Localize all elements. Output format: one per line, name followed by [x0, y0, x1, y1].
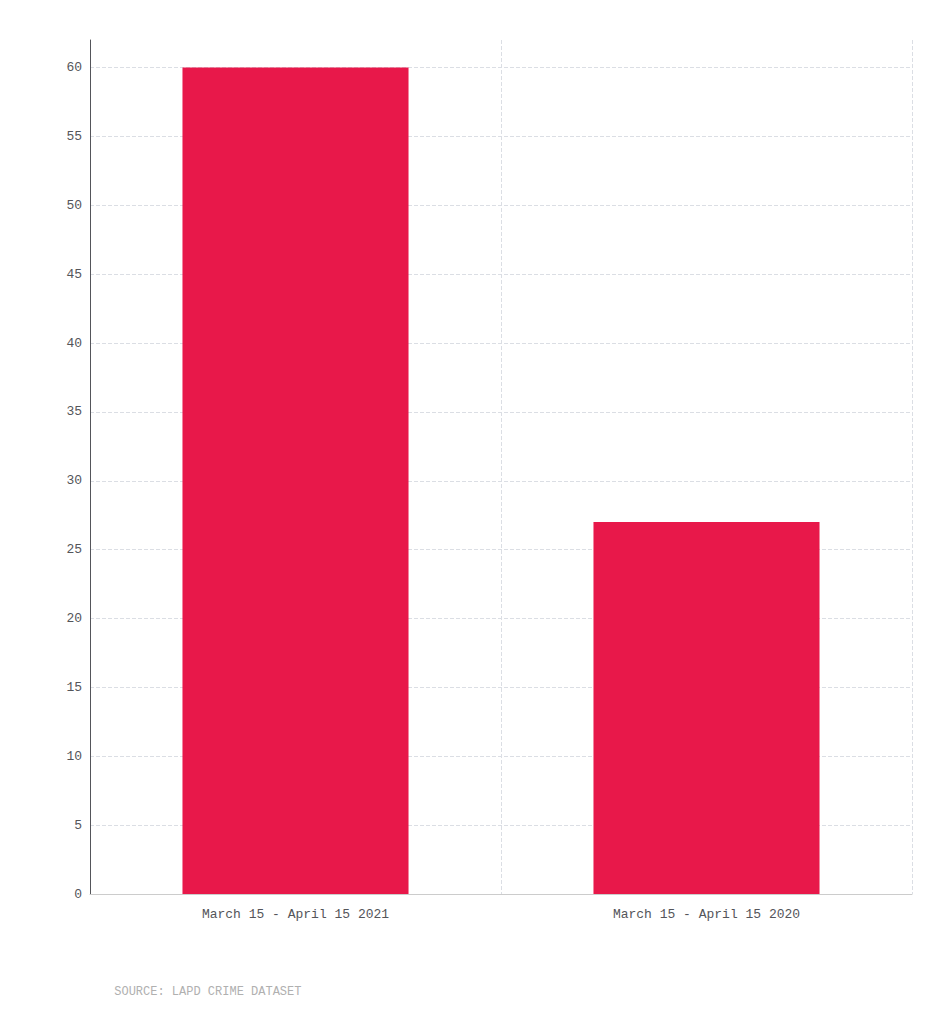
svg-text:35: 35	[66, 404, 82, 419]
svg-text:5: 5	[74, 818, 82, 833]
svg-text:SOURCE: LAPD CRIME DATASET: SOURCE: LAPD CRIME DATASET	[114, 985, 301, 999]
svg-text:60: 60	[66, 60, 82, 75]
svg-text:10: 10	[66, 749, 82, 764]
svg-text:20: 20	[66, 611, 82, 626]
svg-text:15: 15	[66, 680, 82, 695]
svg-text:50: 50	[66, 198, 82, 213]
svg-text:40: 40	[66, 336, 82, 351]
svg-text:March 15 - April 15 2020: March 15 - April 15 2020	[613, 907, 800, 922]
svg-text:45: 45	[66, 267, 82, 282]
svg-text:25: 25	[66, 542, 82, 557]
svg-text:March 15 - April 15 2021: March 15 - April 15 2021	[202, 907, 389, 922]
svg-text:30: 30	[66, 473, 82, 488]
svg-text:55: 55	[66, 129, 82, 144]
svg-text:0: 0	[74, 887, 82, 902]
